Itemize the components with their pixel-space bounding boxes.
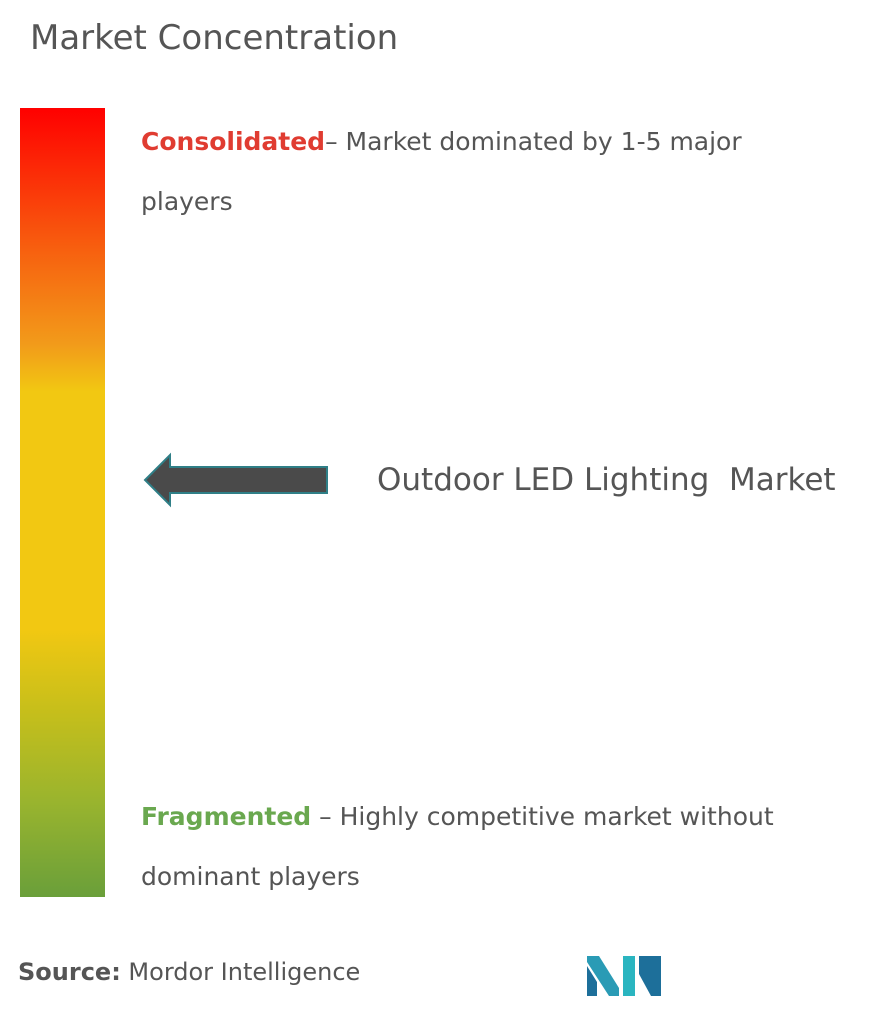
logo bbox=[587, 956, 661, 996]
logo-part bbox=[587, 966, 597, 996]
logo-part bbox=[623, 956, 635, 996]
consolidated-description: – Market dominated by 1-5 major players bbox=[141, 127, 750, 216]
title: Market Concentration bbox=[30, 18, 399, 58]
logo-part bbox=[639, 956, 661, 996]
consolidated-label: Consolidated bbox=[141, 127, 326, 156]
source: Source: Mordor Intelligence bbox=[18, 958, 360, 986]
arrow-shape bbox=[143, 452, 328, 508]
fragmented-description: – Highly competitive market without domi… bbox=[141, 802, 782, 891]
market-label: Outdoor LED Lighting Market bbox=[377, 462, 836, 498]
source-label: Source: bbox=[18, 958, 121, 986]
logo-part bbox=[587, 956, 619, 996]
fragmented-text: Fragmented – Highly competitive market w… bbox=[141, 787, 841, 907]
concentration-bar bbox=[20, 108, 105, 897]
source-value: Mordor Intelligence bbox=[120, 958, 361, 986]
arrow bbox=[143, 452, 328, 508]
consolidated-text: Consolidated– Market dominated by 1-5 ma… bbox=[141, 112, 811, 232]
fragmented-label: Fragmented bbox=[141, 802, 312, 831]
